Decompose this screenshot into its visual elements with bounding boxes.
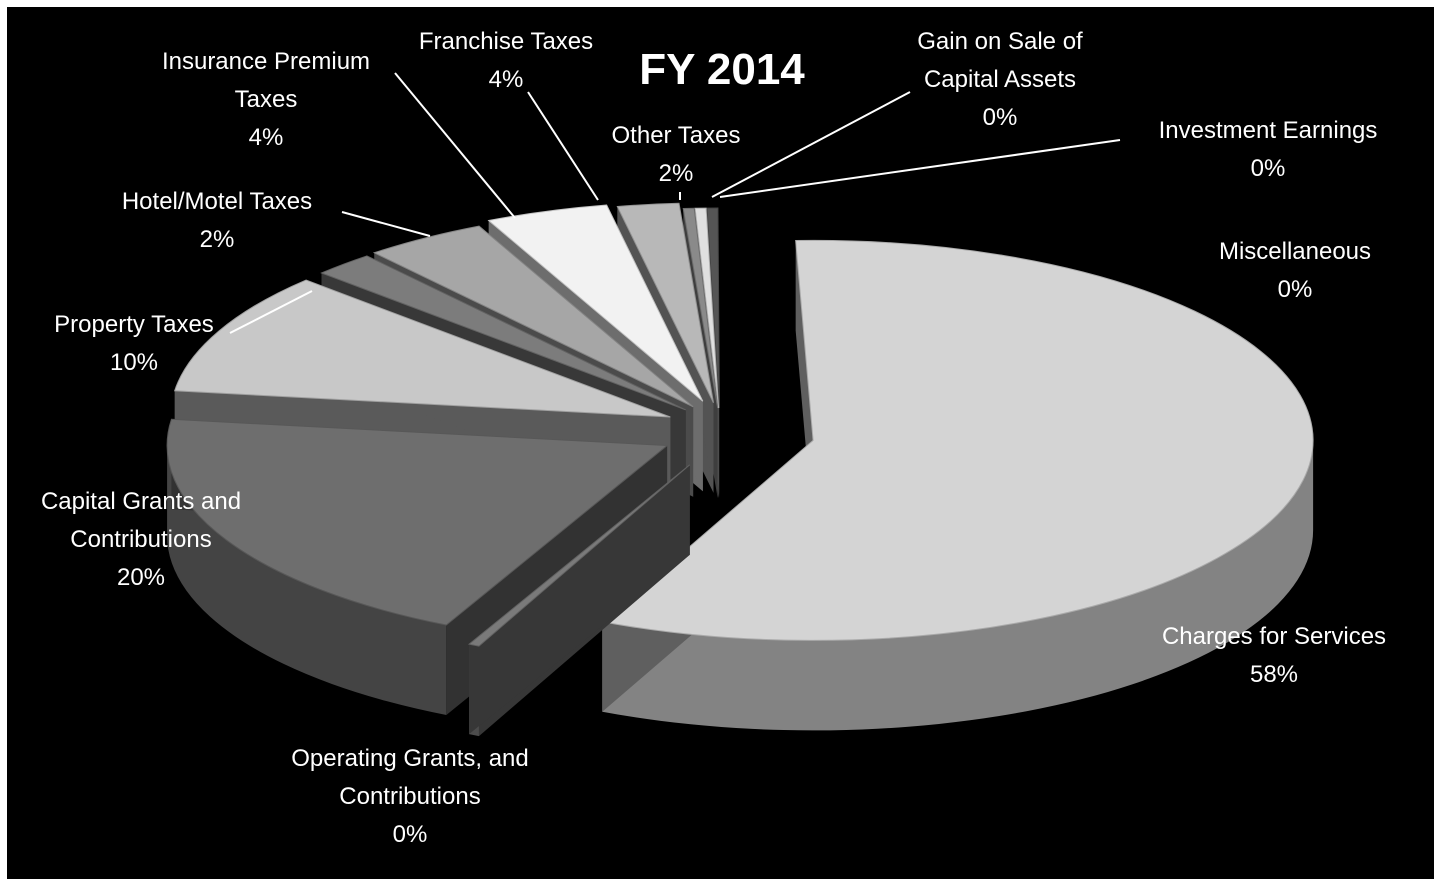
slice-percent: 4%	[248, 124, 284, 151]
slice-top	[320, 255, 686, 411]
chart-title: FY 2014	[639, 45, 805, 94]
slice-percent: 0%	[1277, 276, 1313, 303]
slice-label: Gain on Sale of Capital Assets	[917, 28, 1083, 93]
label-other-taxes: Other Taxes 2%	[588, 117, 764, 193]
leader-line	[527, 91, 599, 201]
slice-top	[173, 279, 671, 418]
slice-label: Other Taxes	[611, 122, 741, 149]
slice-top	[694, 207, 720, 409]
slice-top	[616, 202, 714, 403]
slice-percent: 2%	[199, 226, 235, 253]
leader-line	[719, 139, 1121, 198]
slice-label: Operating Grants, and Contributions	[291, 745, 543, 810]
slice-percent: 0%	[1250, 155, 1286, 182]
label-gain-on-sale: Gain on Sale of Capital Assets 0%	[886, 23, 1114, 137]
label-franchise-taxes: Franchise Taxes 4%	[396, 23, 616, 99]
slice-percent: 4%	[488, 66, 524, 93]
label-capital-grants: Capital Grants and Contributions 20%	[14, 483, 268, 597]
label-property-taxes: Property Taxes 10%	[28, 306, 240, 382]
slice-top	[487, 204, 704, 402]
slice-0	[601, 239, 1314, 731]
slice-top	[601, 239, 1314, 641]
slice-label: Miscellaneous	[1218, 238, 1372, 265]
label-insurance-premium-taxes: Insurance Premium Taxes 4%	[136, 43, 396, 157]
slice-percent: 10%	[109, 349, 159, 376]
label-investment-earnings: Investment Earnings 0%	[1120, 112, 1416, 188]
slice-label: Hotel/Motel Taxes	[121, 188, 313, 215]
slice-percent: 0%	[392, 821, 428, 848]
slice-label: Property Taxes	[54, 311, 214, 338]
slice-label: Franchise Taxes	[418, 28, 594, 55]
slice-top	[467, 464, 691, 647]
slice-percent: 0%	[982, 104, 1018, 131]
slice-label: Investment Earnings	[1158, 117, 1378, 144]
leader-line	[229, 290, 313, 334]
slice-rim	[602, 440, 1314, 731]
slice-cut-face	[469, 464, 690, 735]
slice-rim	[167, 445, 447, 716]
label-operating-grants: Operating Grants, and Contributions 0%	[268, 740, 552, 854]
slice-top	[682, 207, 719, 409]
label-hotel-motel-taxes: Hotel/Motel Taxes 2%	[92, 183, 342, 259]
slice-top	[372, 225, 694, 408]
slice-percent: 58%	[1249, 661, 1299, 688]
slice-top	[166, 418, 669, 626]
slice-label: Charges for Services	[1161, 623, 1387, 650]
label-miscellaneous: Miscellaneous 0%	[1180, 233, 1410, 309]
leader-line	[341, 211, 431, 237]
slice-1	[467, 464, 691, 737]
slice-label: Insurance Premium Taxes	[161, 48, 371, 113]
slice-label: Capital Grants and Contributions	[40, 488, 242, 553]
label-charges-for-services: Charges for Services 58%	[1140, 618, 1408, 694]
leader-line	[711, 91, 911, 198]
slice-percent: 2%	[658, 160, 694, 187]
leader-line	[394, 72, 516, 219]
slice-top	[706, 207, 720, 409]
slice-2	[166, 418, 669, 716]
slice-percent: 20%	[116, 564, 166, 591]
